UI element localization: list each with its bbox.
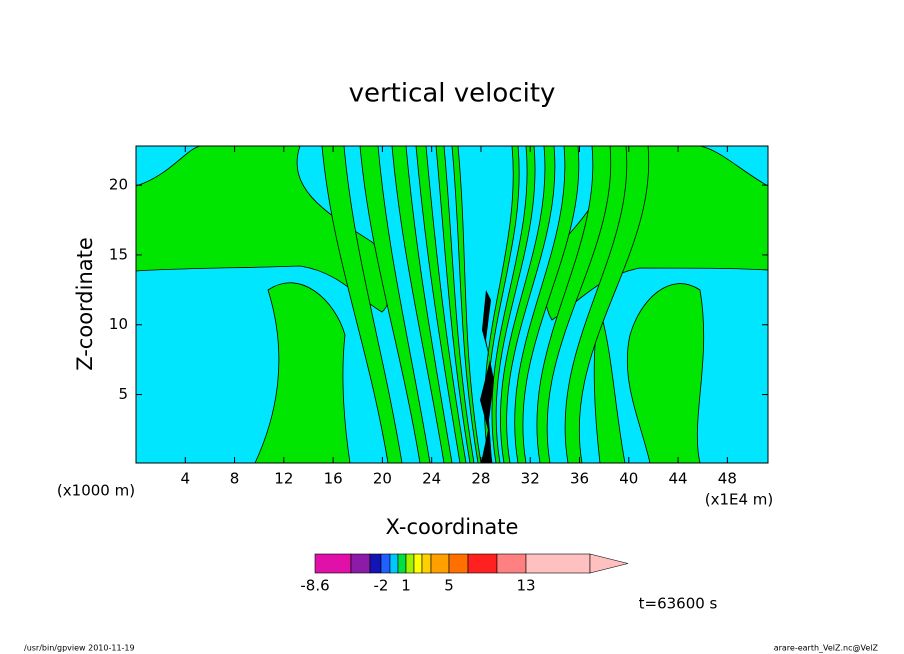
- colorbar-extend: [589, 553, 629, 574]
- x-tick-label: 20: [373, 470, 392, 488]
- y-tick-label: 5: [118, 385, 128, 403]
- field-core: [480, 290, 494, 463]
- y-axis-label: Z-coordinate: [73, 237, 97, 371]
- colorbar-label: 5: [444, 577, 454, 595]
- field-stripe: [321, 146, 403, 463]
- x-tick-label: 44: [669, 470, 688, 488]
- x-tick-label: 28: [471, 470, 490, 488]
- x-tick-label: 4: [181, 470, 191, 488]
- colorbar-segment: [430, 553, 450, 574]
- colorbar-segment: [369, 553, 382, 574]
- colorbar-segment: [389, 553, 399, 574]
- y-tick-label: 10: [109, 315, 128, 333]
- colorbar-segment: [314, 553, 352, 574]
- time-label: t=63600 s: [639, 595, 718, 613]
- colorbar-segment: [380, 553, 391, 574]
- colorbar-segment: [350, 553, 371, 574]
- field-region: [254, 282, 351, 463]
- field-stripe: [451, 146, 482, 463]
- field-stripe: [359, 146, 431, 463]
- colorbar-label: 13: [516, 577, 535, 595]
- x-tick-label: 8: [230, 470, 240, 488]
- colorbar-segment: [525, 553, 591, 574]
- field-region: [626, 283, 705, 463]
- footer-right: arare-earth_VelZ.nc@VelZ: [774, 644, 879, 653]
- footer-left: /usr/bin/gpview 2010-11-19: [24, 644, 135, 653]
- colorbar-label: -8.6: [300, 577, 329, 595]
- y-tick-label: 20: [109, 176, 128, 194]
- x-tick-label: 12: [274, 470, 293, 488]
- plot-frame: [135, 145, 769, 464]
- x-tick-label: 32: [521, 470, 540, 488]
- x-axis-label: X-coordinate: [386, 515, 519, 539]
- x-unit: (x1E4 m): [705, 491, 774, 509]
- field-stripe: [415, 146, 467, 463]
- colorbar-label: -2: [374, 577, 389, 595]
- colorbar-segment: [397, 553, 407, 574]
- colorbar-segment: [421, 553, 432, 574]
- field-stripe: [391, 146, 453, 463]
- x-tick-label: 16: [324, 470, 343, 488]
- field-stripe: [500, 146, 556, 463]
- field-region: [593, 308, 626, 463]
- field-stripe: [435, 146, 475, 463]
- field-stripe: [536, 146, 612, 463]
- y-tick-label: 15: [109, 245, 128, 263]
- field-stripe: [514, 146, 580, 463]
- colorbar-label: 1: [401, 577, 411, 595]
- contour-field: [136, 146, 768, 463]
- x-tick-label: 48: [718, 470, 737, 488]
- chart-title: vertical velocity: [349, 79, 556, 109]
- colorbar-segment: [448, 553, 469, 574]
- field-stripe: [491, 146, 536, 463]
- colorbar-segment: [496, 553, 527, 574]
- field-stripe: [484, 146, 520, 463]
- colorbar-segment: [467, 553, 498, 574]
- x-tick-label: 40: [619, 470, 638, 488]
- colorbar-segment: [405, 553, 415, 574]
- x-tick-label: 24: [422, 470, 441, 488]
- x-tick-label: 36: [570, 470, 589, 488]
- colorbar-segment: [413, 553, 423, 574]
- y-unit: (x1000 m): [57, 482, 135, 500]
